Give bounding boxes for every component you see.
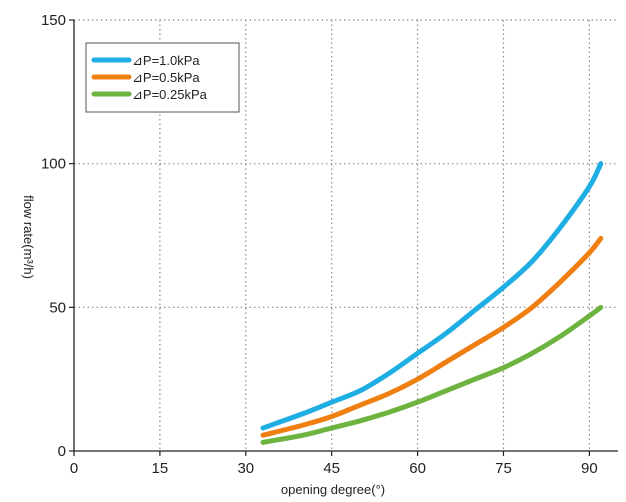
series-line-3: [260, 304, 604, 445]
legend-label-1: ⊿P=1.0kPa: [132, 53, 200, 68]
tick-labels: 0 15 30 45 60 75 90 0 50 100 150: [41, 12, 598, 477]
y-tick-label: 150: [41, 12, 66, 29]
y-tick-label: 50: [49, 299, 66, 316]
y-tick-label: 100: [41, 156, 66, 173]
legend-label-2: ⊿P=0.5kPa: [132, 70, 200, 85]
grid-lines: [74, 19, 618, 451]
x-tick-label: 60: [409, 460, 426, 477]
x-tick-label: 75: [495, 460, 512, 477]
legend: ⊿P=1.0kPa ⊿P=0.5kPa ⊿P=0.25kPa: [85, 42, 240, 113]
legend-label-3: ⊿P=0.25kPa: [132, 87, 208, 102]
series-line-2: [260, 235, 604, 438]
x-tick-label: 30: [237, 460, 254, 477]
x-tick-label: 0: [70, 460, 78, 477]
y-axis-title: flow rate(m³/h): [21, 195, 36, 279]
y-tick-label: 0: [58, 443, 66, 460]
series-lines: [260, 161, 604, 445]
axes: [69, 19, 618, 456]
x-tick-label: 15: [152, 460, 169, 477]
x-tick-label: 90: [581, 460, 598, 477]
series-line-1: [260, 161, 604, 431]
x-axis-title: opening degree(°): [281, 482, 385, 497]
x-tick-label: 45: [323, 460, 340, 477]
